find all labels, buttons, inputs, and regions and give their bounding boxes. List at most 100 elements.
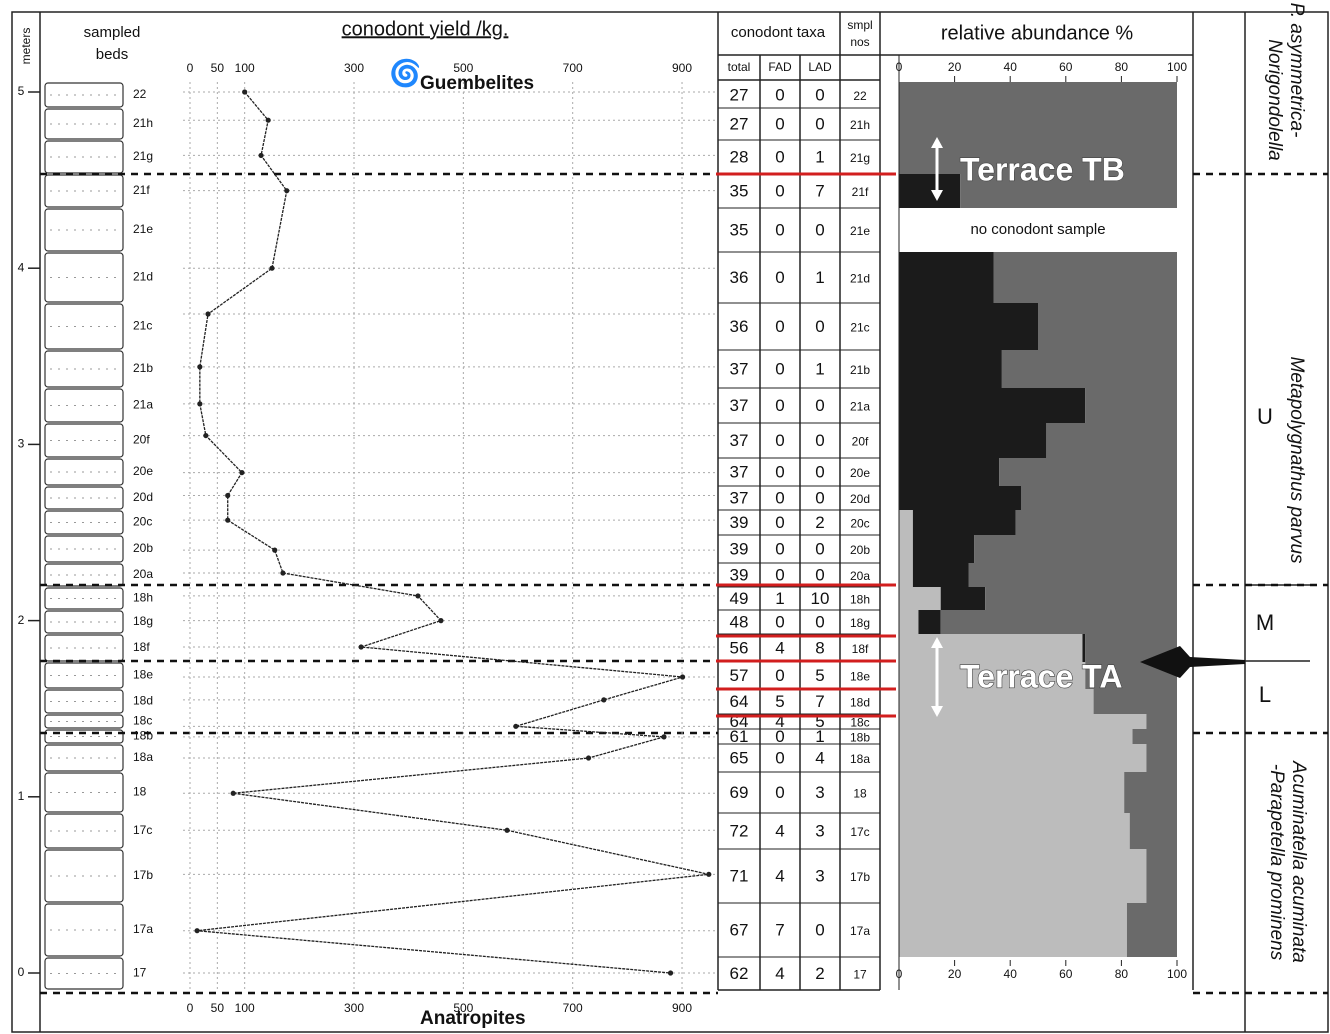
x-tick-label: 0 xyxy=(187,61,194,75)
yield-point xyxy=(242,89,247,94)
sample-label: 21d xyxy=(850,272,870,286)
table-cell: 27 xyxy=(730,85,749,104)
table-cell: 0 xyxy=(775,565,784,584)
yield-point xyxy=(197,364,202,369)
sample-label: 18c xyxy=(850,716,869,730)
table-cell: 35 xyxy=(730,220,749,239)
table-cell: 0 xyxy=(775,748,784,767)
yield-point xyxy=(272,548,277,553)
table-cell: 0 xyxy=(775,488,784,507)
table-cell: 0 xyxy=(775,727,784,746)
table-cell: 35 xyxy=(730,181,749,200)
table-cell: 2 xyxy=(815,513,824,532)
bed-label: 20a xyxy=(133,567,153,581)
yield-point xyxy=(269,266,274,271)
table-cell: 3 xyxy=(815,866,824,885)
bed-label: 18b xyxy=(133,729,153,743)
abundance-bar xyxy=(913,563,969,587)
sample-label: 17c xyxy=(850,825,869,839)
table-cell: 61 xyxy=(730,727,749,746)
figure: sampled beds meters conodont yield /kg. … xyxy=(0,0,1330,1034)
table-cell: 28 xyxy=(730,147,749,166)
abundance-bar xyxy=(899,849,1146,903)
abundance-bar xyxy=(899,458,999,486)
yield-point xyxy=(359,644,364,649)
table-cell: 0 xyxy=(815,565,824,584)
x-tick-label: 500 xyxy=(453,61,473,75)
table-cell: 0 xyxy=(815,920,824,939)
sample-label: 18h xyxy=(850,593,870,607)
yield-point xyxy=(586,755,591,760)
table-cell: 2 xyxy=(815,964,824,983)
terrace-label: Terrace TB xyxy=(960,151,1125,187)
bed-label: 18e xyxy=(133,668,153,682)
table-cell: 4 xyxy=(775,964,784,983)
table-cell: 62 xyxy=(730,964,749,983)
bed-label: 20c xyxy=(133,515,152,529)
yield-point xyxy=(284,188,289,193)
ammonite-icon: 🌀 xyxy=(389,57,421,88)
bed-label: 18a xyxy=(133,750,153,764)
yield-point xyxy=(195,928,200,933)
sample-label: 18 xyxy=(853,787,867,801)
abundance-bar xyxy=(899,510,913,535)
yield-point xyxy=(680,674,685,679)
abundance-bar xyxy=(969,563,1178,587)
table-cell: 72 xyxy=(730,821,749,840)
bed-label: 18g xyxy=(133,614,153,628)
abundance-bar xyxy=(899,587,941,610)
abundance-bar xyxy=(918,610,940,634)
sample-label: 21f xyxy=(852,185,869,199)
table-cell: 67 xyxy=(730,920,749,939)
abundance-bar xyxy=(1038,303,1177,350)
table-cell: 0 xyxy=(815,612,824,631)
table-cell: 49 xyxy=(730,589,749,608)
table-cell: 57 xyxy=(730,666,749,685)
yield-point xyxy=(706,872,711,877)
abundance-bar xyxy=(899,388,1085,423)
yield-point xyxy=(601,697,606,702)
table-cell: 0 xyxy=(775,85,784,104)
table-cell: 0 xyxy=(775,513,784,532)
abundance-bar xyxy=(1146,849,1177,903)
abundance-bar xyxy=(899,486,1021,510)
header: beds xyxy=(96,46,129,63)
header: meters xyxy=(19,28,33,65)
x-tick-label: 50 xyxy=(211,61,225,75)
yield-point xyxy=(266,118,271,123)
meter-tick-label: 5 xyxy=(18,84,25,98)
sample-label: 18f xyxy=(852,642,869,656)
table-cell: 1 xyxy=(815,147,824,166)
bed-label: 17a xyxy=(133,922,153,936)
bed-label: 21d xyxy=(133,270,153,284)
header: smpl xyxy=(847,18,872,32)
chart-title: conodont yield /kg. xyxy=(342,18,509,40)
table-cell: 0 xyxy=(775,268,784,287)
zone-label: P. asymmetrica- xyxy=(1286,3,1307,138)
meter-tick-label: 0 xyxy=(18,965,25,979)
table-cell: 36 xyxy=(730,317,749,336)
yield-point xyxy=(504,828,509,833)
table-cell: 1 xyxy=(815,359,824,378)
abundance-bar xyxy=(1146,744,1177,772)
abundance-bar xyxy=(899,772,1124,813)
table-cell: 0 xyxy=(815,488,824,507)
abundance-bar xyxy=(899,744,1146,772)
table-cell: 65 xyxy=(730,748,749,767)
header: FAD xyxy=(768,60,792,74)
x-tick-label: 300 xyxy=(344,61,364,75)
table-cell: 0 xyxy=(775,462,784,481)
table-cell: 37 xyxy=(730,359,749,378)
bed-label: 21c xyxy=(133,319,152,333)
abundance-bar xyxy=(1046,423,1177,458)
yield-line xyxy=(197,92,709,973)
header: sampled xyxy=(84,24,141,41)
x-tick-label: 900 xyxy=(672,1001,692,1015)
abundance-bar xyxy=(1021,486,1177,510)
yield-point xyxy=(239,470,244,475)
x-tick-label: 900 xyxy=(672,61,692,75)
abundance-bar xyxy=(899,729,1133,744)
x-tick-label: 80 xyxy=(1115,60,1129,74)
bed-label: 17 xyxy=(133,966,147,980)
abundance-bar xyxy=(994,252,1177,303)
